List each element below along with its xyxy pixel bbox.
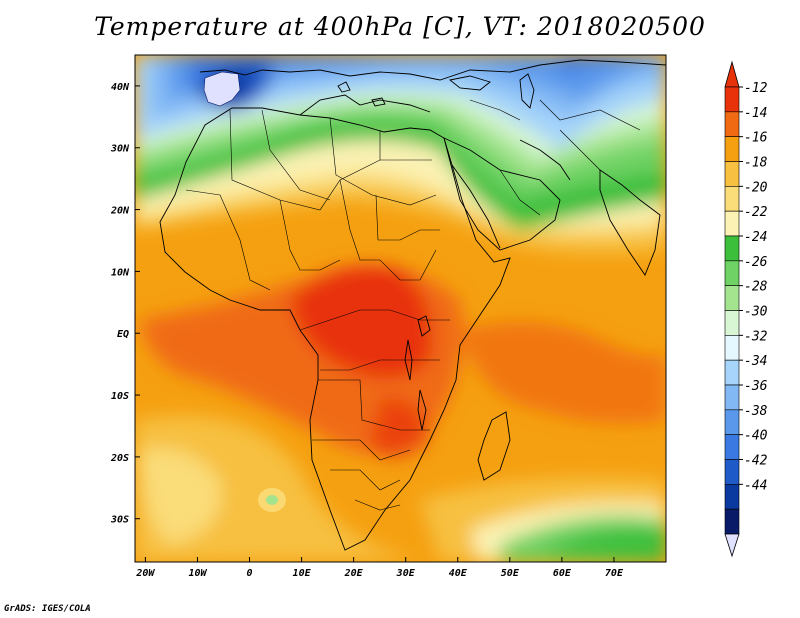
colorbar-label: -32	[744, 329, 768, 344]
colorbar-label: -38	[744, 404, 768, 419]
colorbar-label: -40	[744, 429, 768, 444]
y-tick-label: 30S	[110, 515, 129, 526]
colorbar-label: -24	[744, 230, 767, 245]
colorbar-swatch	[724, 210, 740, 237]
colorbar-swatch	[724, 459, 740, 485]
colorbar-swatch	[724, 86, 740, 113]
y-tick-label: 40N	[111, 82, 130, 93]
x-tick-label: 0	[247, 568, 253, 579]
colorbar-swatch	[724, 508, 740, 535]
colorbar-swatch	[724, 186, 740, 212]
y-axis-ticks: 40N 30N 20N 10N EQ 10S 20S 30S	[110, 82, 140, 526]
y-tick-label: 30N	[110, 144, 130, 155]
x-tick-label: 60E	[553, 568, 572, 579]
x-tick-label: 70E	[605, 568, 624, 579]
colorbar-label: -18	[744, 156, 768, 171]
colorbar-label: -22	[744, 205, 768, 220]
x-tick-label: 10E	[293, 568, 312, 579]
colorbar-swatch	[724, 235, 740, 262]
colorbar-label: -28	[744, 280, 768, 295]
colorbar-label: -36	[744, 379, 768, 394]
colorbar: -12 -14 -16 -18 -20 -22 -24 -26 -28 -30 -32 -34 -36 -…	[724, 60, 768, 558]
temperature-field	[135, 55, 666, 562]
x-axis-ticks: 20W 10W 0 10E 20E 30E 40E 50E 60E 70E	[135, 557, 624, 579]
map-frame	[134, 54, 667, 563]
x-tick-label: 30E	[396, 568, 416, 579]
footer-credit: GrADS: IGES/COLA	[4, 604, 91, 614]
colorbar-swatch	[724, 136, 740, 162]
colorbar-label: -14	[744, 106, 767, 121]
x-tick-label: 10W	[188, 568, 207, 579]
colorbar-swatch	[724, 409, 740, 435]
colorbar-label: -26	[744, 255, 768, 270]
country-borders	[185, 99, 641, 511]
y-tick-label: 20N	[110, 206, 130, 217]
colorbar-swatch	[724, 161, 740, 187]
colorbar-label: -16	[744, 131, 768, 146]
colorbar-label: -30	[744, 305, 768, 320]
x-tick-label: 20E	[344, 568, 364, 579]
y-tick-label: 10N	[111, 267, 130, 278]
colorbar-swatch	[724, 310, 740, 336]
x-tick-label: 20W	[135, 568, 155, 579]
colorbar-top-arrow	[724, 60, 740, 88]
colorbar-swatch	[724, 335, 740, 361]
colorbar-swatch	[724, 111, 740, 137]
colorbar-swatch	[724, 359, 740, 386]
colorbar-label: -12	[744, 81, 768, 96]
y-tick-label: 20S	[110, 453, 129, 464]
colorbar-label: -42	[744, 454, 768, 469]
x-tick-label: 40E	[449, 568, 468, 579]
colorbar-swatch	[724, 384, 740, 411]
colorbar-label: -20	[744, 180, 768, 195]
colorbar-swatch	[724, 285, 740, 311]
colorbar-swatch	[724, 484, 740, 510]
colorbar-swatch	[724, 260, 740, 286]
x-tick-label: 50E	[501, 568, 520, 579]
colorbar-swatch	[724, 434, 740, 460]
coastlines	[159, 59, 666, 551]
y-tick-label: EQ	[117, 329, 129, 340]
colorbar-bottom-arrow	[724, 533, 740, 558]
map-title: Temperature at 400hPa [C], VT: 201802050…	[94, 12, 706, 41]
colorbar-label: -44	[744, 478, 767, 493]
y-tick-label: 10S	[111, 391, 129, 402]
colorbar-label: -34	[744, 354, 767, 369]
